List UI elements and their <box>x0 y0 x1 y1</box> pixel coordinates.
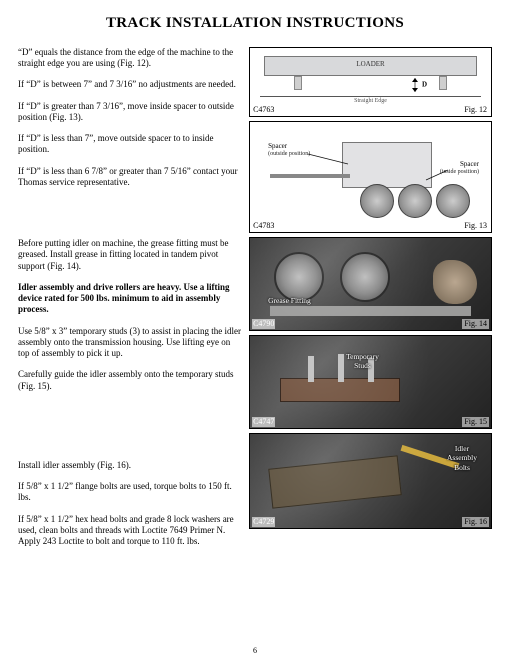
figure-ref: C4783 <box>252 221 275 231</box>
content-columns: “D” equals the distance from the edge of… <box>18 47 492 558</box>
paragraph: Install idler assembly (Fig. 16). <box>18 460 241 471</box>
loader-label: LOADER <box>250 60 491 69</box>
figure-ref: C4729 <box>252 517 275 527</box>
callout-idler-bolts: Idler Assembly Bolts <box>447 444 477 472</box>
figure-13: Spacer (outside position) Spacer (inside… <box>249 121 492 233</box>
figure-label: Fig. 14 <box>462 319 489 329</box>
paragraph: If 5/8” x 1 1/2” hex head bolts and grad… <box>18 514 241 548</box>
left-column: “D” equals the distance from the edge of… <box>18 47 241 558</box>
figure-ref: C4747 <box>252 417 275 427</box>
roller <box>340 252 390 302</box>
callout-line: Assembly <box>447 453 477 462</box>
figure-label: Fig. 15 <box>462 417 489 427</box>
figure-ref: C4790 <box>252 319 275 329</box>
straight-edge-label: Straight Edge <box>354 98 387 106</box>
callout-grease-fitting: Grease Fitting <box>268 296 311 305</box>
figure-12: LOADER D Straight Edge C4763 Fig. 12 <box>249 47 492 117</box>
callout-line: Idler <box>455 444 469 453</box>
paragraph: If “D” is less than 6 7/8” or greater th… <box>18 166 241 189</box>
wrench <box>401 445 460 469</box>
figure-label: Fig. 16 <box>462 517 489 527</box>
callout-line: Bolts <box>454 463 470 472</box>
straight-edge-line <box>260 96 481 97</box>
figure-15: Temporary Studs C4747 Fig. 15 <box>249 335 492 429</box>
stud <box>368 358 374 382</box>
figure-ref: C4763 <box>252 105 275 115</box>
d-dimension: D <box>410 78 427 92</box>
stud <box>308 356 314 382</box>
paragraph: If 5/8” x 1 1/2” flange bolts are used, … <box>18 481 241 504</box>
paragraph: “D” equals the distance from the edge of… <box>18 47 241 70</box>
hands <box>433 260 477 304</box>
paragraph: Before putting idler on machine, the gre… <box>18 238 241 272</box>
spacer <box>18 198 241 238</box>
callout-temporary-studs: Temporary Studs <box>346 352 379 371</box>
spacer <box>18 402 241 460</box>
stud <box>338 354 344 382</box>
paragraph: If “D” is between 7” and 7 3/16” no adju… <box>18 79 241 90</box>
right-column: LOADER D Straight Edge C4763 Fig. 12 Spa… <box>249 47 492 558</box>
page-title: TRACK INSTALLATION INSTRUCTIONS <box>18 14 492 33</box>
figure-16: Idler Assembly Bolts C4729 Fig. 16 <box>249 433 492 529</box>
callout-line: Studs <box>354 361 371 370</box>
figure-label: Fig. 13 <box>462 221 489 231</box>
support-pillar <box>294 76 302 90</box>
paragraph: If “D” is greater than 7 3/16”, move ins… <box>18 101 241 124</box>
callout-line: Temporary <box>346 352 379 361</box>
support-pillar <box>439 76 447 90</box>
paragraph-bold: Idler assembly and drive rollers are hea… <box>18 282 241 316</box>
paragraph: Use 5/8” x 3” temporary studs (3) to ass… <box>18 326 241 360</box>
d-label: D <box>422 80 427 88</box>
figure-label: Fig. 12 <box>462 105 489 115</box>
paragraph: If “D” is less than 7”, move outside spa… <box>18 133 241 156</box>
figure-14: Grease Fitting C4790 Fig. 14 <box>249 237 492 331</box>
paragraph: Carefully guide the idler assembly onto … <box>18 369 241 392</box>
roller <box>274 252 324 302</box>
page-number: 6 <box>0 646 510 656</box>
plate <box>270 306 471 316</box>
idler-assembly <box>268 455 401 508</box>
assembly-block <box>280 378 400 402</box>
